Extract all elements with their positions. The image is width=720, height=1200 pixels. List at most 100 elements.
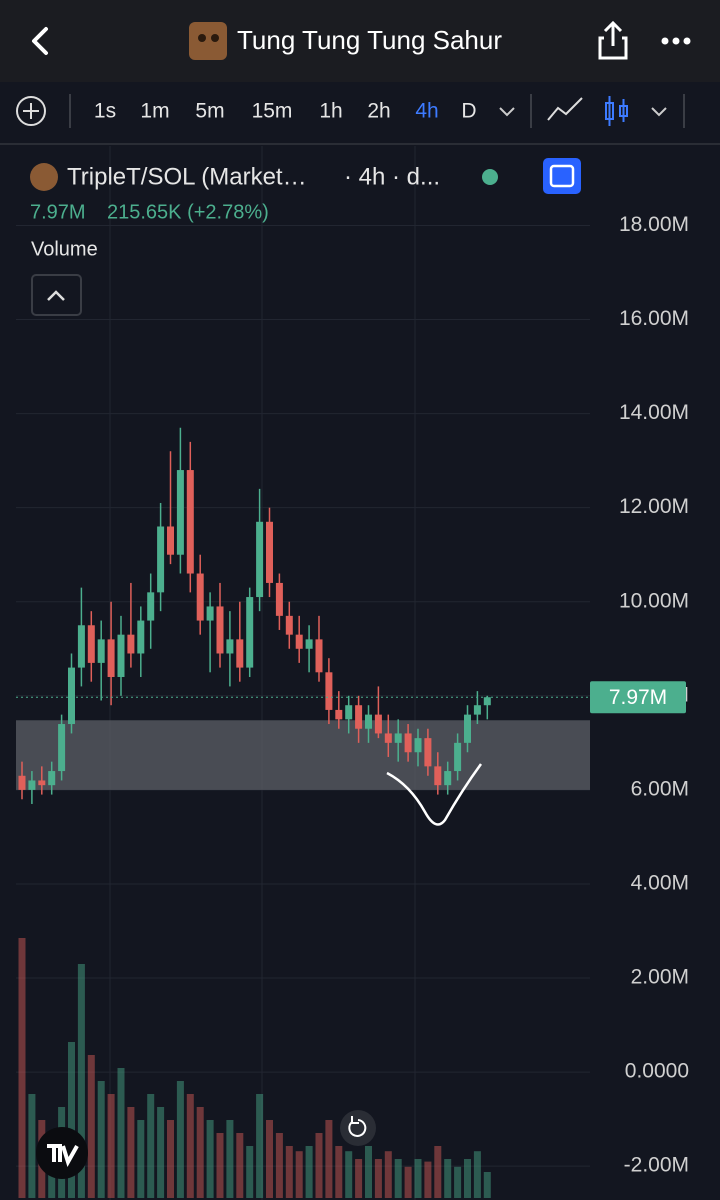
candle-body [414,738,422,753]
candle-body [275,582,283,616]
candle-body [454,742,462,772]
volume-bar [216,1133,224,1198]
more-button[interactable] [661,37,691,45]
volume-bar [464,1159,471,1198]
avatar-eye [211,34,219,42]
y-tick-label: 10.00M [619,589,689,612]
candle-body [216,606,224,654]
volume-bar [246,1146,254,1198]
interval-button[interactable]: 5m [195,100,224,123]
candle-body [87,625,95,663]
candle-body [147,592,155,621]
y-tick-label: 4.00M [631,871,689,894]
volume-bar [305,1146,313,1198]
interval-button[interactable]: 4h [415,100,438,123]
line-chart-button[interactable] [547,97,583,121]
volume-bar [483,1172,491,1198]
candle-body [374,714,382,734]
candle-body [167,526,174,555]
back-button[interactable] [32,27,48,55]
y-tick-label: 0.0000 [625,1060,689,1083]
interval-button[interactable]: 15m [252,100,293,123]
avatar-eye [198,34,206,42]
candle-body [206,606,214,621]
candle-body [285,615,293,635]
drawn-curve [386,763,483,826]
candle-body [464,714,471,743]
volume-bar [167,1120,174,1198]
candle-body [157,526,165,593]
add-indicator-button[interactable] [16,96,46,126]
volume-bar [236,1133,244,1198]
fullscreen-icon [549,164,575,188]
volume-bar [87,1055,95,1198]
volume-bar [117,1068,125,1198]
volume-bar [266,1120,273,1198]
volume-bar [404,1166,412,1198]
candle-body [305,639,313,649]
fullscreen-button[interactable] [543,158,581,194]
volume-bar [355,1159,363,1198]
interval-button[interactable]: 1m [140,100,169,123]
interval-dropdown[interactable] [499,107,515,117]
symbol-interval: · 4h · d... [344,163,440,190]
candle-body [365,714,372,729]
interval-button[interactable]: 2h [367,100,390,123]
symbol-name: TripleT/SOL (Market… [67,163,307,190]
y-tick-label: 2.00M [631,966,689,989]
volume-bar [147,1094,155,1198]
volume-bar [226,1120,234,1198]
reset-icon [348,1116,367,1137]
candle-body [404,733,412,753]
volume-bar [186,1094,194,1198]
candle-chart-button[interactable] [605,96,628,126]
volume-bar [394,1159,402,1198]
volume-bar [196,1107,204,1198]
volume-bar [374,1159,382,1198]
interval-button[interactable]: D [461,100,476,123]
volume-bar [454,1166,462,1198]
candle-body [48,771,56,786]
market-status [482,169,498,185]
volume-bar [77,964,85,1198]
volume-bar [345,1151,353,1198]
volume-bar [176,1081,184,1198]
volume-bar [424,1161,432,1198]
interval-button[interactable]: 1s [94,100,116,123]
candle-body [335,709,343,720]
volume-bar [206,1120,214,1198]
candle-body [176,470,184,555]
volume-bar [315,1133,323,1198]
volume-bar [444,1159,452,1198]
volume-bar [127,1107,135,1198]
volume-bar [295,1151,303,1198]
chart-type-dropdown[interactable] [651,107,667,117]
collapse-button[interactable] [31,274,82,316]
y-tick-label: 12.00M [619,495,689,518]
add-icon [23,103,39,119]
y-tick-label: -2.00M [624,1154,689,1177]
candle-body [256,521,264,598]
candle-body [97,639,105,663]
candle-body [434,766,442,786]
candle-body [473,705,481,715]
zone-rect [16,720,590,790]
interval-button[interactable]: 1h [319,100,342,123]
reset-button[interactable] [340,1110,376,1146]
share-button[interactable] [598,20,628,60]
last-price-label: 7.97M [609,686,667,709]
volume-bar [325,1120,333,1198]
volume-bar [137,1120,145,1198]
candle-body [444,771,452,786]
legend-price: 7.97M [30,201,86,223]
candle-body [127,634,135,654]
candle-body [68,667,75,725]
candle-body [246,597,254,668]
candle-body [28,780,36,790]
candle-body [384,733,392,743]
toolbar [0,82,720,142]
volume-bar [414,1159,422,1198]
overlay: TripleT/SOL (Market… · 4h · d... 7.97M 2… [30,158,581,1179]
volume-bar [107,1094,115,1198]
